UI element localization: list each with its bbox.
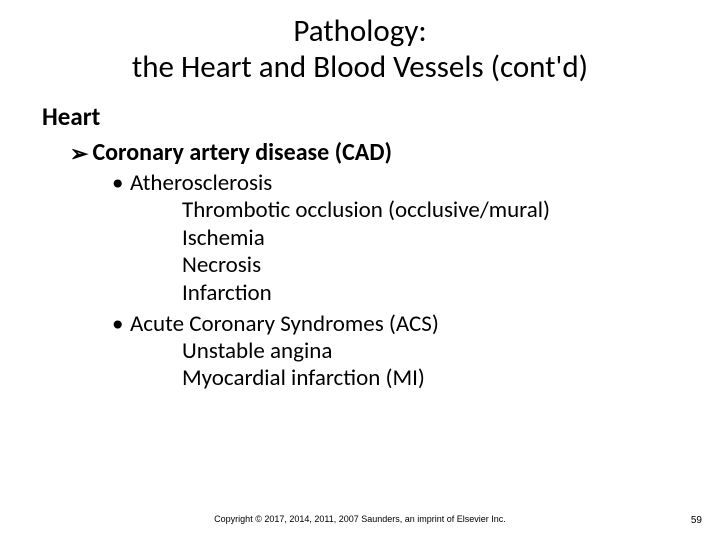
- heading-cad-text: Coronary artery disease (CAD): [92, 138, 392, 167]
- slide: Pathology: the Heart and Blood Vessels (…: [0, 0, 720, 540]
- sub-unstable-angina: Unstable angina: [42, 338, 720, 366]
- arrow-icon: ➢: [70, 140, 88, 167]
- sub-necrosis: Necrosis: [42, 252, 720, 280]
- slide-title: Pathology: the Heart and Blood Vessels (…: [0, 0, 720, 85]
- page-number: 59: [691, 515, 702, 526]
- sub-mi: Myocardial infarction (MI): [42, 365, 720, 393]
- heading-heart: Heart: [42, 101, 720, 132]
- sub-ischemia: Ischemia: [42, 225, 720, 253]
- title-line-1: Pathology:: [293, 12, 426, 50]
- sub-infarction: Infarction: [42, 280, 720, 308]
- sub-thrombotic: Thrombotic occlusion (occlusive/mural): [42, 197, 720, 225]
- title-line-2: the Heart and Blood Vessels (cont'd): [132, 48, 588, 86]
- bullet2-text: Acute Coronary Syndromes (ACS): [130, 310, 439, 338]
- bullet-atherosclerosis: •Atherosclerosis: [42, 169, 720, 197]
- bullet1-text: Atherosclerosis: [130, 169, 272, 197]
- bullet-dot-icon: •: [112, 169, 130, 197]
- bullet-dot-icon: •: [112, 310, 130, 338]
- bullet-acs: •Acute Coronary Syndromes (ACS): [42, 310, 720, 338]
- copyright-footer: Copyright © 2017, 2014, 2011, 2007 Saund…: [0, 514, 720, 524]
- heading-cad: ➢Coronary artery disease (CAD): [42, 138, 720, 167]
- slide-content: Heart ➢Coronary artery disease (CAD) •At…: [0, 85, 720, 393]
